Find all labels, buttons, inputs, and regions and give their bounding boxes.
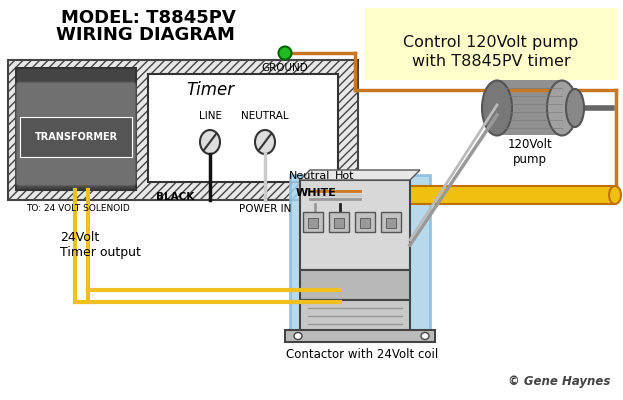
Bar <box>329 212 349 232</box>
Bar <box>16 68 136 190</box>
Bar <box>285 330 435 342</box>
Ellipse shape <box>255 130 275 154</box>
Text: MODEL: T8845PV: MODEL: T8845PV <box>60 9 235 27</box>
Text: Control 120Volt pump: Control 120Volt pump <box>403 34 579 50</box>
Ellipse shape <box>200 130 220 154</box>
FancyBboxPatch shape <box>16 82 136 186</box>
Bar <box>290 175 430 340</box>
Bar <box>300 180 410 270</box>
Bar <box>386 218 396 228</box>
Polygon shape <box>300 170 420 180</box>
Ellipse shape <box>278 46 292 60</box>
Ellipse shape <box>294 332 302 340</box>
Text: TO: 24 VOLT SOLENOID: TO: 24 VOLT SOLENOID <box>26 204 130 213</box>
Bar <box>308 218 318 228</box>
Bar <box>355 212 375 232</box>
Text: WIRING DIAGRAM: WIRING DIAGRAM <box>55 26 234 44</box>
Bar <box>303 212 323 232</box>
Bar <box>497 80 562 135</box>
Text: with T8845PV timer: with T8845PV timer <box>412 54 570 70</box>
Bar <box>300 300 410 332</box>
Ellipse shape <box>566 89 584 127</box>
Bar <box>360 186 615 204</box>
Text: Hot: Hot <box>335 171 354 181</box>
Bar <box>8 60 358 200</box>
Text: Timer: Timer <box>186 81 234 99</box>
Text: WHITE: WHITE <box>296 188 337 198</box>
Text: Contactor with 24Volt coil: Contactor with 24Volt coil <box>286 348 438 362</box>
Ellipse shape <box>421 332 429 340</box>
Text: POWER IN: POWER IN <box>239 204 291 214</box>
Bar <box>300 270 410 300</box>
Text: 120Volt
pump: 120Volt pump <box>508 138 553 166</box>
Ellipse shape <box>609 186 621 204</box>
Text: 24Volt
Timer output: 24Volt Timer output <box>60 231 141 259</box>
Text: LINE: LINE <box>199 111 222 121</box>
Bar <box>148 74 338 182</box>
Bar <box>334 218 344 228</box>
Bar <box>360 218 370 228</box>
Bar <box>365 8 617 80</box>
Text: © Gene Haynes: © Gene Haynes <box>508 376 610 388</box>
Text: NEUTRAL: NEUTRAL <box>241 111 289 121</box>
Text: TRANSFORMER: TRANSFORMER <box>34 132 118 142</box>
Bar <box>381 212 401 232</box>
Text: GROUND: GROUND <box>262 63 308 73</box>
Ellipse shape <box>482 80 512 136</box>
Text: BLACK: BLACK <box>156 192 194 202</box>
Text: Neutral: Neutral <box>289 171 331 181</box>
Ellipse shape <box>547 80 577 136</box>
